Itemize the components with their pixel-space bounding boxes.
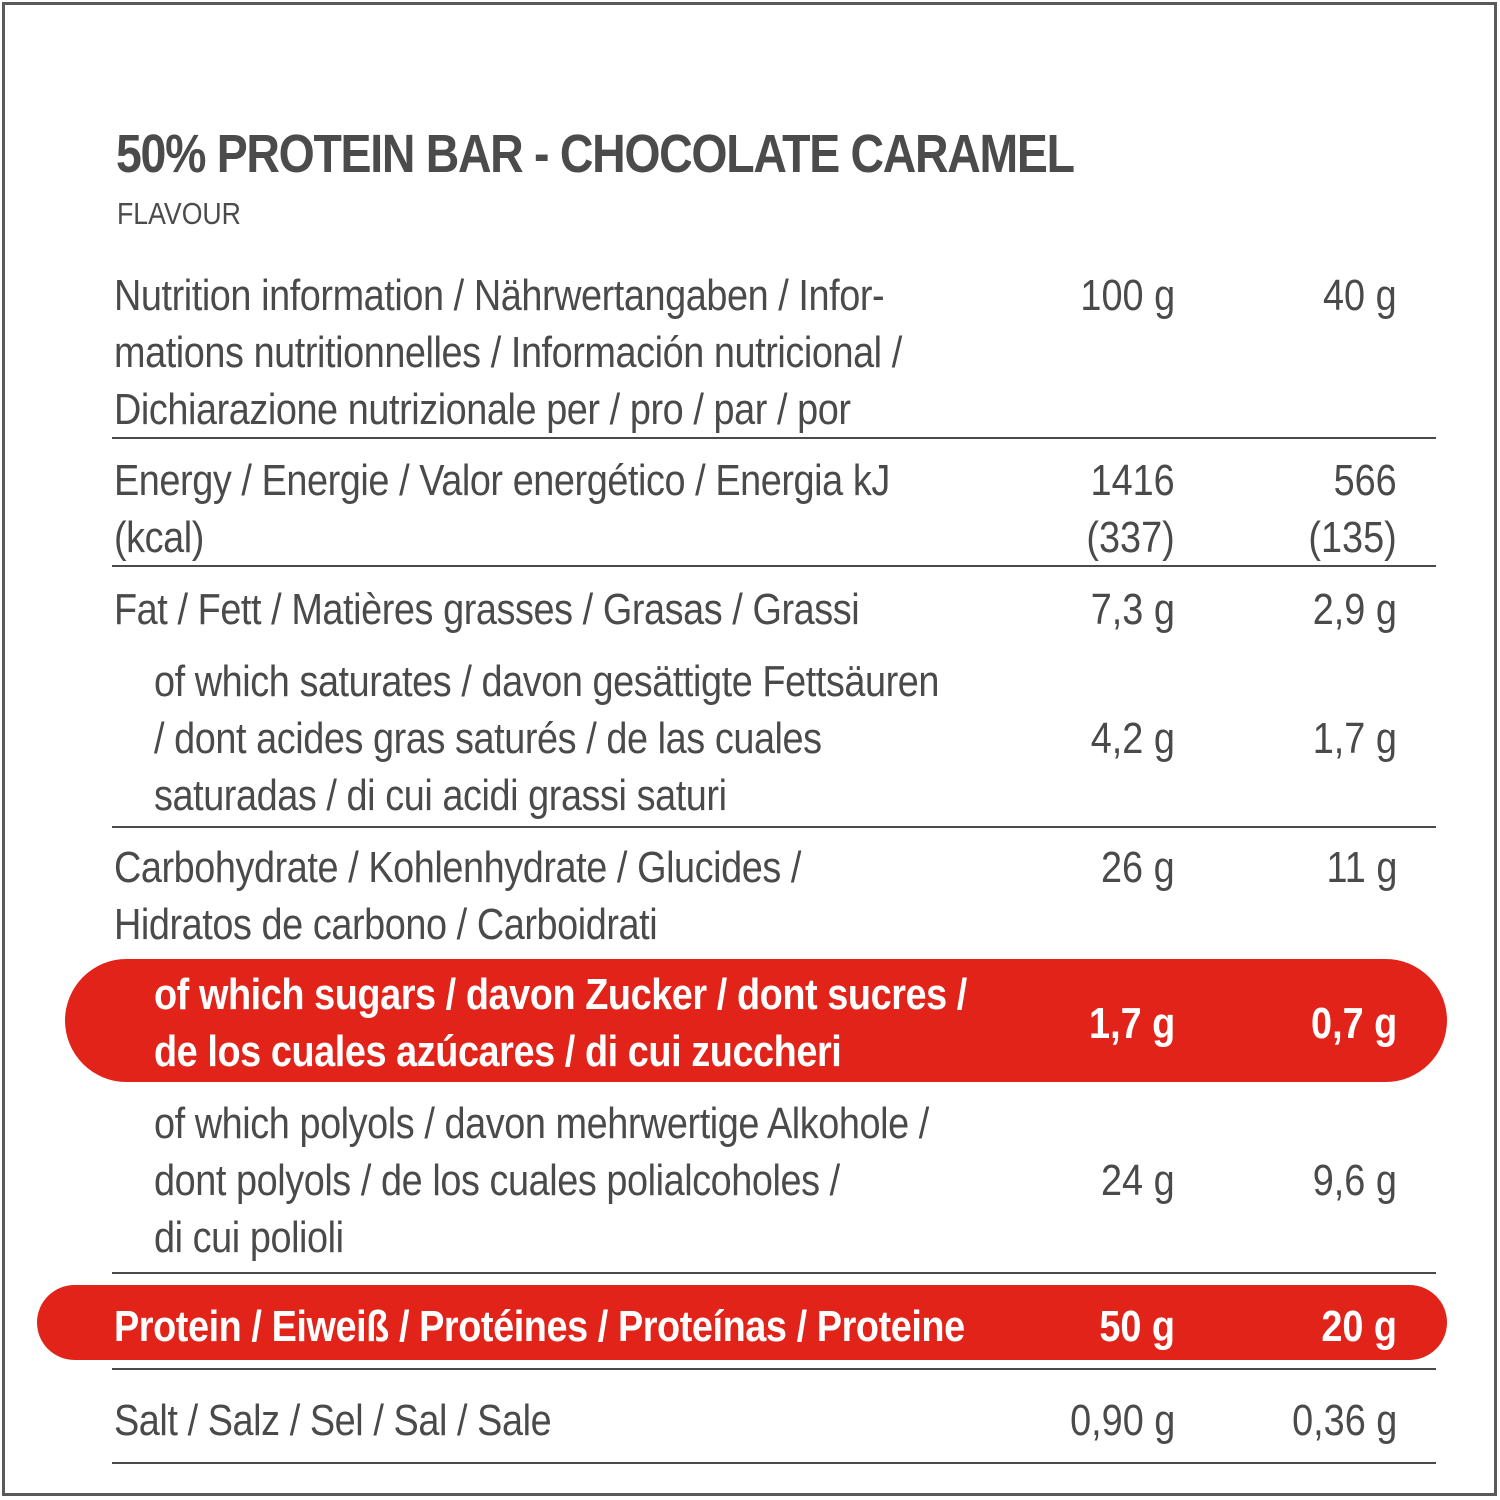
carbohydrate-per-100g: 26 g <box>1101 843 1175 892</box>
carbohydrate-per-40g: 11 g <box>1326 843 1397 892</box>
salt-label: Salt / Salz / Sel / Sal / Sale <box>114 1396 552 1445</box>
header-col-100g: 100 g <box>1080 271 1175 320</box>
protein-per-40g: 20 g <box>1321 1302 1397 1351</box>
energy-per-100g: 1416 (337) <box>1086 456 1175 562</box>
product-subtitle: FLAVOUR <box>117 196 241 231</box>
sugars-highlight <box>65 959 1447 1082</box>
header-col-40g: 40 g <box>1323 271 1397 320</box>
salt-per-100g: 0,90 g <box>1069 1396 1175 1445</box>
protein-label: Protein / Eiweiß / Protéines / Proteínas… <box>114 1302 965 1351</box>
protein-per-100g: 50 g <box>1099 1302 1175 1351</box>
sugars-label: of which sugars / davon Zucker / dont su… <box>154 970 967 1076</box>
divider <box>112 1462 1436 1464</box>
fat-per-100g: 7,3 g <box>1090 585 1175 634</box>
sugars-per-100g: 1,7 g <box>1088 999 1175 1048</box>
divider <box>112 437 1436 439</box>
header-label: Nutrition information / Nährwertangaben … <box>114 271 902 434</box>
divider <box>112 565 1436 567</box>
energy-label: Energy / Energie / Valor energético / En… <box>114 456 890 562</box>
energy-per-40g: 566 (135) <box>1308 456 1397 562</box>
carbohydrate-label: Carbohydrate / Kohlenhydrate / Glucides … <box>114 843 802 949</box>
sugars-per-40g: 0,7 g <box>1310 999 1397 1048</box>
product-title: 50% PROTEIN BAR - CHOCOLATE CARAMEL <box>116 124 1075 184</box>
saturates-per-100g: 4,2 g <box>1090 714 1175 763</box>
salt-per-40g: 0,36 g <box>1291 1396 1397 1445</box>
polyols-per-40g: 9,6 g <box>1312 1156 1397 1205</box>
polyols-label: of which polyols / davon mehrwertige Alk… <box>154 1099 929 1262</box>
protein-highlight <box>37 1285 1447 1360</box>
polyols-per-100g: 24 g <box>1101 1156 1175 1205</box>
fat-per-40g: 2,9 g <box>1312 585 1397 634</box>
fat-label: Fat / Fett / Matières grasses / Grasas /… <box>114 585 860 634</box>
saturates-label: of which saturates / davon gesättigte Fe… <box>154 657 939 820</box>
divider <box>112 1272 1436 1274</box>
divider <box>112 826 1436 828</box>
divider <box>112 1368 1436 1370</box>
saturates-per-40g: 1,7 g <box>1312 714 1397 763</box>
